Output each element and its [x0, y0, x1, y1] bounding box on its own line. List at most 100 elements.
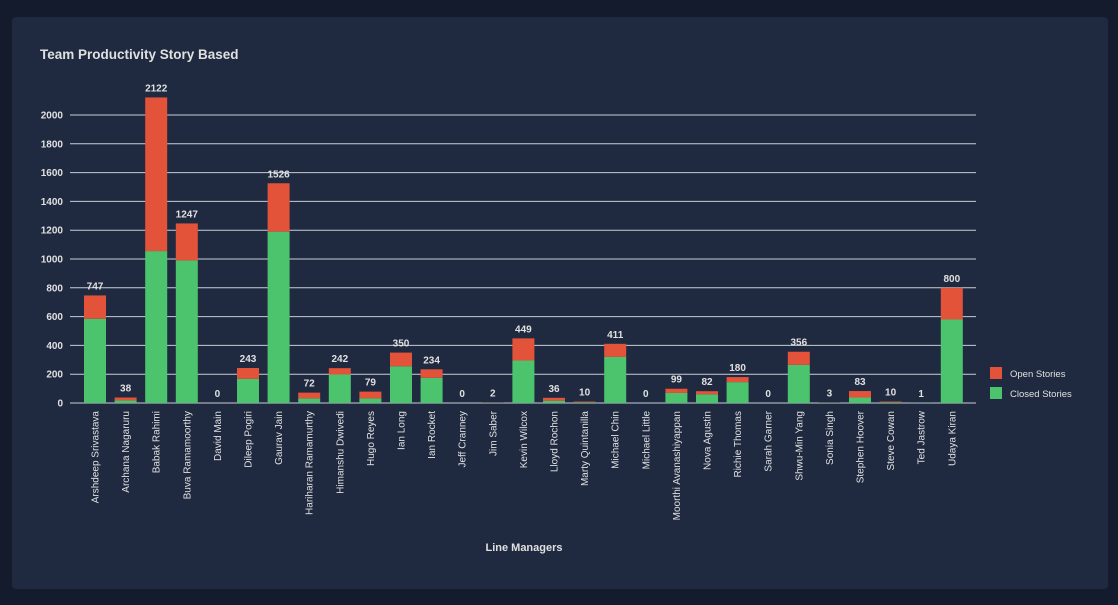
- bar-open-stories[interactable]: [175, 223, 198, 261]
- bar-closed-stories[interactable]: [298, 398, 321, 403]
- bar-open-stories[interactable]: [390, 352, 412, 367]
- x-tick-label: Ian Rocket: [427, 411, 438, 459]
- bar-closed-stories[interactable]: [420, 377, 443, 403]
- bar-closed-stories[interactable]: [940, 319, 963, 403]
- x-tick-label: Steve Cowan: [886, 411, 897, 470]
- bar-total-label: 0: [215, 389, 221, 400]
- y-axis-ticks: 0 200 400 600 800 1000 1200 1400 1600 1800 2000: [41, 111, 64, 410]
- legend-swatch: [990, 387, 1002, 399]
- x-tick-label: Richie Thomas: [733, 411, 744, 478]
- bar-open-stories[interactable]: [879, 401, 902, 403]
- bar-open-stories[interactable]: [84, 295, 106, 319]
- bar-closed-stories[interactable]: [787, 364, 810, 403]
- bar-total-label: 243: [240, 354, 257, 365]
- bar-open-stories[interactable]: [420, 369, 443, 378]
- bar-closed-stories[interactable]: [390, 366, 412, 403]
- bar-closed-stories[interactable]: [879, 402, 902, 403]
- bar-closed-stories[interactable]: [573, 402, 596, 403]
- bar-closed-stories[interactable]: [328, 374, 351, 403]
- bar-total-label: 180: [729, 363, 746, 374]
- bar-total-label: 242: [331, 354, 348, 365]
- bar-open-stories[interactable]: [543, 397, 565, 401]
- bar-open-stories[interactable]: [145, 97, 168, 252]
- y-tick-label: 1200: [41, 226, 64, 237]
- bar-open-stories[interactable]: [298, 392, 321, 399]
- bar-total-label: 83: [854, 377, 866, 388]
- bar-closed-stories[interactable]: [145, 251, 168, 403]
- bar-open-stories[interactable]: [512, 338, 535, 361]
- bar-closed-stories[interactable]: [726, 382, 749, 403]
- bar-total-label: 1247: [176, 209, 199, 220]
- y-tick-label: 400: [46, 341, 63, 352]
- y-tick-label: 800: [46, 283, 63, 294]
- bar-open-stories[interactable]: [237, 368, 259, 379]
- x-tick-label: Dileep Pogiri: [244, 411, 255, 468]
- bar-open-stories[interactable]: [940, 287, 963, 320]
- bar-closed-stories[interactable]: [237, 378, 259, 403]
- x-tick-label: Michael Chin: [611, 411, 622, 469]
- bar-total-label: 234: [423, 355, 440, 366]
- bar-closed-stories[interactable]: [696, 394, 718, 403]
- bar-total-label: 82: [701, 377, 713, 388]
- bar-total-label: 747: [87, 281, 104, 292]
- x-tick-label: David Main: [213, 411, 224, 461]
- x-axis-title: Line Managers: [485, 542, 562, 554]
- bar-open-stories[interactable]: [573, 401, 596, 403]
- chart-title: Team Productivity Story Based: [40, 47, 239, 62]
- y-tick-label: 1400: [41, 197, 64, 208]
- x-tick-label: Hugo Reyes: [366, 411, 377, 466]
- bar-open-stories[interactable]: [726, 377, 749, 383]
- bar-total-label: 0: [459, 389, 465, 400]
- bar-open-stories[interactable]: [267, 183, 290, 232]
- bar-total-label: 449: [515, 324, 532, 335]
- bar-closed-stories[interactable]: [665, 392, 688, 403]
- total-labels: 747 38 2122 1247 0 243 1526 72 242 79 350 234 0 2 449 3…: [87, 83, 961, 400]
- x-tick-label: Gaurav Jain: [274, 411, 285, 465]
- bar-open-stories[interactable]: [359, 391, 382, 399]
- bar-total-label: 411: [607, 330, 624, 341]
- bar-total-label: 38: [120, 384, 132, 395]
- x-tick-label: Buva Ramamoorthy: [182, 411, 193, 499]
- bar-closed-stories[interactable]: [359, 398, 382, 403]
- legend: Open Stories Closed Stories: [990, 367, 1072, 400]
- bar-total-label: 1526: [267, 169, 290, 180]
- bar-open-stories[interactable]: [328, 368, 351, 375]
- x-tick-label: Sarah Garner: [764, 410, 775, 471]
- y-tick-label: 1000: [41, 255, 64, 266]
- bar-open-stories[interactable]: [665, 388, 688, 393]
- y-tick-label: 1800: [41, 139, 64, 150]
- x-tick-label: Moorthi Avanashiyappan: [672, 411, 683, 520]
- bar-closed-stories[interactable]: [604, 356, 627, 403]
- bars: [84, 97, 963, 403]
- bar-total-label: 79: [365, 378, 377, 389]
- x-tick-label: Nova Agustin: [703, 411, 714, 470]
- y-tick-label: 1600: [41, 168, 64, 179]
- bar-open-stories[interactable]: [787, 351, 810, 365]
- bar-closed-stories[interactable]: [543, 400, 565, 403]
- bar-open-stories[interactable]: [114, 397, 137, 401]
- x-tick-label: Udaya Kiran: [947, 411, 958, 466]
- bar-closed-stories[interactable]: [849, 397, 871, 403]
- x-tick-label: Hariharan Ramamurthy: [305, 411, 316, 515]
- bar-closed-stories[interactable]: [512, 360, 535, 403]
- bar-total-label: 0: [765, 389, 771, 400]
- y-tick-label: 200: [46, 370, 63, 381]
- bar-open-stories[interactable]: [696, 391, 718, 395]
- bar-closed-stories[interactable]: [114, 400, 137, 403]
- x-tick-label: Michael Little: [641, 411, 652, 470]
- x-tick-label: Marty Quintanilla: [580, 411, 591, 486]
- x-tick-label: Ian Long: [397, 411, 408, 450]
- legend-label: Closed Stories: [1010, 389, 1072, 400]
- bar-open-stories[interactable]: [604, 343, 627, 357]
- x-tick-label: Stephen Hoover: [856, 410, 867, 483]
- bar-total-label: 99: [671, 375, 683, 386]
- bar-closed-stories[interactable]: [175, 260, 198, 403]
- bar-closed-stories[interactable]: [84, 318, 106, 403]
- bar-closed-stories[interactable]: [267, 231, 290, 403]
- bar-total-label: 2: [490, 389, 496, 400]
- bar-open-stories[interactable]: [849, 391, 871, 398]
- x-tick-label: Kevin Wilcox: [519, 411, 530, 468]
- x-tick-label: Shwu-Min Yang: [794, 411, 805, 481]
- y-tick-label: 0: [57, 399, 63, 410]
- bar-total-label: 72: [304, 379, 316, 390]
